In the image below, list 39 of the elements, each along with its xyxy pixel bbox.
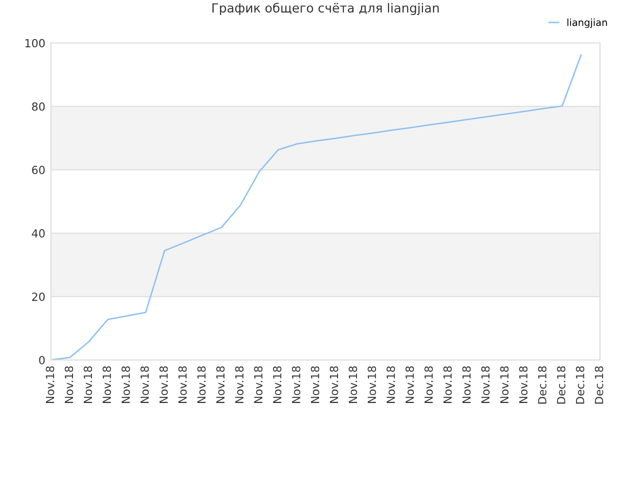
x-tick-label: Nov.18	[272, 366, 282, 403]
x-tick-label: Nov.18	[46, 366, 54, 403]
y-tick-label: 100	[25, 38, 45, 48]
x-tick-label: Nov.18	[424, 366, 433, 403]
x-tick-label: Nov.18	[368, 366, 376, 403]
x-tick-label: Nov.18	[519, 366, 528, 403]
y-tick-label: 60	[32, 166, 45, 174]
x-tick-label: Nov.18	[443, 366, 452, 403]
y-tick-label: 80	[32, 102, 45, 111]
line-series	[51, 54, 582, 360]
y-tick-label: 0	[39, 356, 45, 364]
y-tick-label: 40	[32, 229, 45, 238]
x-tick-label: Nov.18	[481, 366, 490, 403]
x-tick-label: Nov.18	[84, 366, 92, 403]
x-tick-label: Nov.18	[330, 366, 338, 403]
x-tick-label: Nov.18	[310, 366, 320, 403]
x-tick-label: Nov.18	[197, 366, 206, 403]
x-tick-label: Nov.18	[102, 366, 112, 403]
x-tick-label: Dec.18	[576, 366, 584, 404]
y-tick-label: 20	[32, 292, 45, 301]
x-tick-label: Nov.18	[462, 366, 471, 403]
x-tick-label: Nov.18	[406, 366, 414, 403]
x-tick-label: Nov.18	[500, 366, 509, 403]
x-tick-label: Dec.18	[538, 366, 546, 404]
x-tick-label: Nov.18	[216, 366, 225, 403]
x-tick-label: Dec.18	[556, 366, 566, 404]
x-tick-label: Nov.18	[178, 366, 187, 403]
x-tick-label: Nov.18	[292, 366, 300, 403]
x-tick-label: Nov.18	[235, 366, 244, 403]
x-tick-label: Nov.18	[159, 366, 168, 403]
x-tick-label: Nov.18	[386, 366, 395, 403]
chart-title: График общего счёта для liangjian	[212, 2, 439, 16]
x-tick-label: Nov.18	[64, 366, 74, 403]
x-tick-label: Nov.18	[122, 366, 130, 403]
legend-label: liangjian	[567, 18, 607, 28]
x-tick-label: Dec.18	[594, 366, 604, 404]
x-tick-label: Nov.18	[254, 366, 262, 403]
x-tick-label: Nov.18	[140, 366, 149, 403]
x-tick-label: Nov.18	[348, 366, 358, 403]
